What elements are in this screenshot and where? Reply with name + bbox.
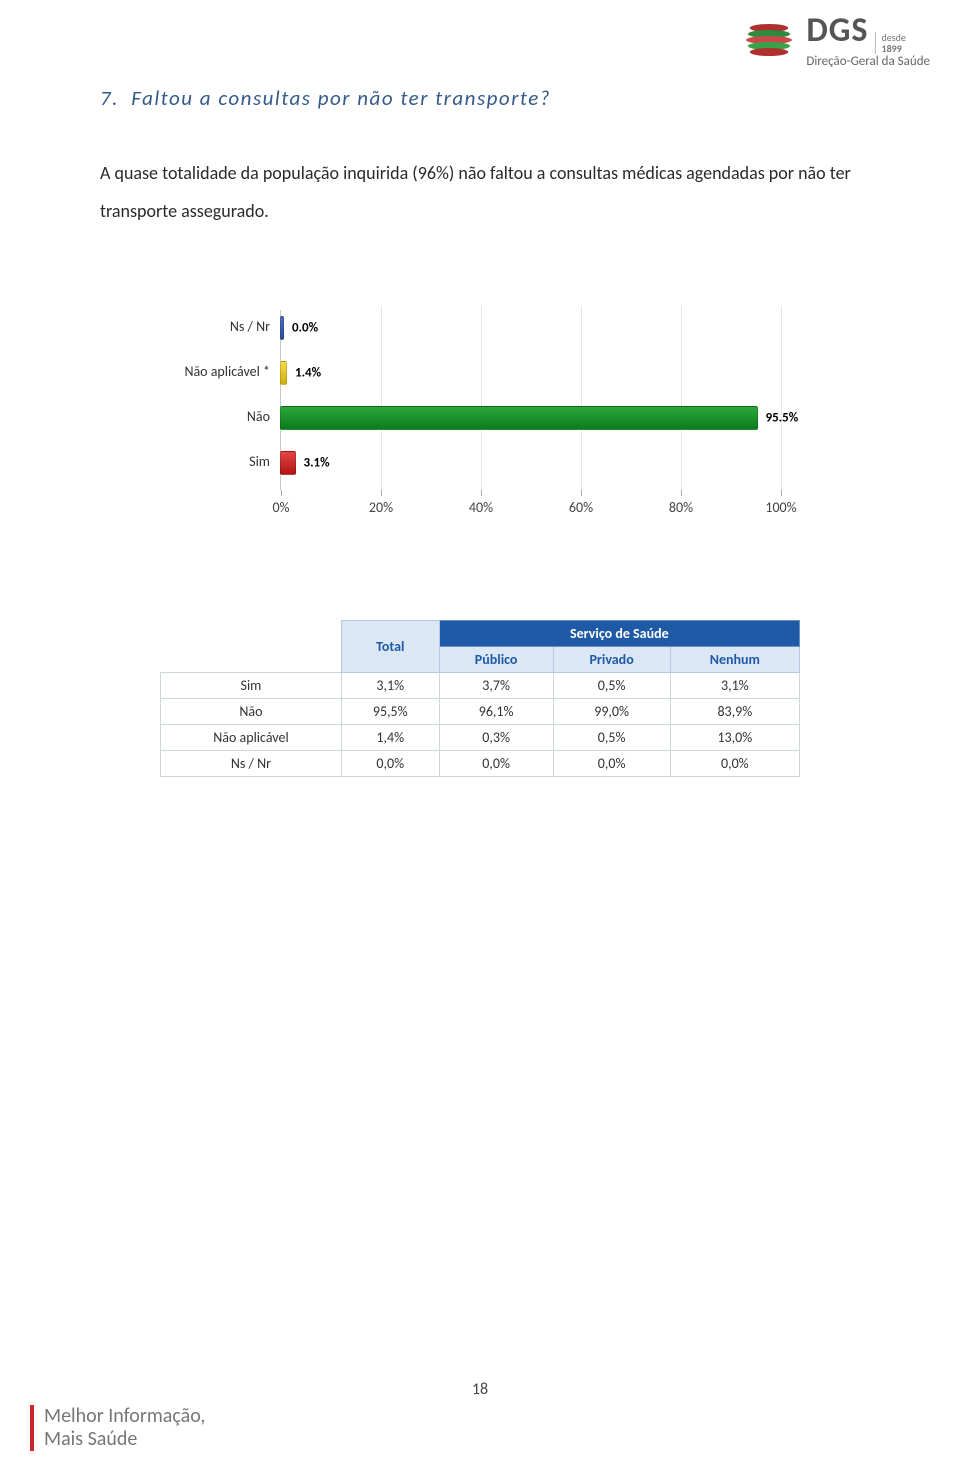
chart-gridline: [481, 306, 482, 490]
table-row-label: Não aplicável: [161, 725, 342, 751]
footer-line-1: Melhor Informação,: [44, 1405, 205, 1428]
bar-fill: [280, 406, 758, 430]
chart-y-label: Sim: [160, 453, 270, 470]
chart-gridline: [681, 306, 682, 490]
table-cell: 0,0%: [670, 751, 799, 777]
table-cell: 0,0%: [439, 751, 553, 777]
table-row-label: Não: [161, 699, 342, 725]
table-cell: 0,5%: [553, 725, 670, 751]
table-cell: 3,7%: [439, 673, 553, 699]
logo-acronym: DGS: [806, 10, 868, 51]
chart-bar-nsnr: 0.0%: [280, 316, 284, 340]
chart-x-label: 20%: [369, 499, 393, 516]
chart-x-label: 60%: [569, 499, 593, 516]
table-cell: 0,3%: [439, 725, 553, 751]
logo-subtitle: Direção-Geral da Saúde: [806, 54, 930, 69]
section-number: 7.: [100, 85, 119, 111]
table-row-label: Sim: [161, 673, 342, 699]
section-title-text: Faltou a consultas por não ter transport…: [131, 85, 551, 111]
chart-y-label: Ns / Nr: [160, 318, 270, 335]
chart-bar-nao: 95.5%: [280, 406, 758, 430]
bar-value-label: 0.0%: [292, 321, 318, 336]
table-cell: 96,1%: [439, 699, 553, 725]
table-row: Sim3,1%3,7%0,5%3,1%: [161, 673, 800, 699]
chart-tick: [481, 490, 482, 496]
chart-gridline: [581, 306, 582, 490]
data-table: TotalServiço de SaúdePúblicoPrivadoNenhu…: [160, 620, 800, 777]
section-heading: 7. Faltou a consultas por não ter transp…: [100, 85, 551, 111]
table-row: Não95,5%96,1%99,0%83,9%: [161, 699, 800, 725]
table-cell: 13,0%: [670, 725, 799, 751]
chart-plot-area: 0%20%40%60%80%100%: [280, 310, 780, 490]
table-row-label: Ns / Nr: [161, 751, 342, 777]
logo-since: desde 1899: [875, 32, 906, 54]
table-cell: 0,0%: [553, 751, 670, 777]
chart-tick: [781, 490, 782, 496]
chart-gridline: [781, 306, 782, 490]
table-header-total: Total: [341, 621, 439, 673]
chart-bar-nap: 1.4%: [280, 361, 287, 385]
bar-value-label: 95.5%: [766, 411, 799, 426]
footer-line-2: Mais Saúde: [44, 1428, 205, 1451]
table-cell: 0,5%: [553, 673, 670, 699]
footer-tagline: Melhor Informação, Mais Saúde: [30, 1405, 205, 1451]
table-cell-total: 95,5%: [341, 699, 439, 725]
chart-bar-sim: 3.1%: [280, 451, 296, 475]
chart-x-label: 0%: [272, 499, 289, 516]
chart-tick: [681, 490, 682, 496]
chart-x-label: 100%: [765, 499, 796, 516]
table-header-col: Público: [439, 647, 553, 673]
table-cell: 83,9%: [670, 699, 799, 725]
table-header-col: Privado: [553, 647, 670, 673]
chart-x-label: 40%: [469, 499, 493, 516]
table-cell-total: 3,1%: [341, 673, 439, 699]
bar-fill: [280, 451, 296, 475]
org-logo: DGS desde 1899 Direção-Geral da Saúde: [742, 10, 930, 69]
bar-chart: 0%20%40%60%80%100% Ns / NrNão aplicável …: [160, 310, 820, 530]
chart-x-label: 80%: [669, 499, 693, 516]
page-number: 18: [0, 1380, 960, 1399]
table-row: Ns / Nr0,0%0,0%0,0%0,0%: [161, 751, 800, 777]
bar-value-label: 1.4%: [295, 366, 321, 381]
bar-fill: [280, 361, 287, 385]
table-cell: 3,1%: [670, 673, 799, 699]
chart-tick: [581, 490, 582, 496]
table-cell-total: 0,0%: [341, 751, 439, 777]
chart-gridline: [381, 306, 382, 490]
logo-text-block: DGS desde 1899 Direção-Geral da Saúde: [806, 10, 930, 69]
bar-fill: [280, 316, 284, 340]
table-header-col: Nenhum: [670, 647, 799, 673]
table-row: Não aplicável1,4%0,3%0,5%13,0%: [161, 725, 800, 751]
bar-value-label: 3.1%: [304, 456, 330, 471]
chart-tick: [381, 490, 382, 496]
logo-swirl-icon: [742, 13, 796, 67]
intro-paragraph: A quase totalidade da população inquirid…: [100, 155, 870, 231]
table-cell-total: 1,4%: [341, 725, 439, 751]
table-header-group: Serviço de Saúde: [439, 621, 799, 647]
chart-tick: [281, 490, 282, 496]
chart-y-label: Não: [160, 408, 270, 425]
chart-y-label: Não aplicável *: [160, 363, 270, 380]
table-cell: 99,0%: [553, 699, 670, 725]
